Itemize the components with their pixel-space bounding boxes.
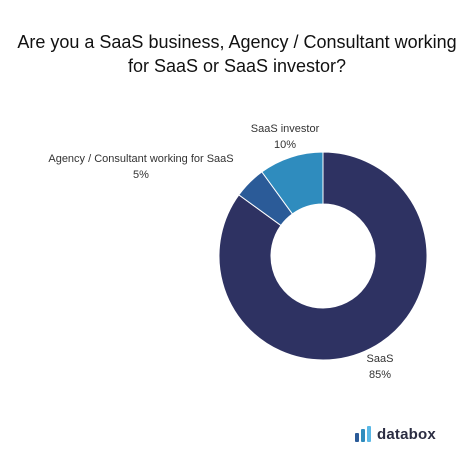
brand-logo: databox <box>354 425 436 443</box>
donut-slice-saas <box>218 151 428 361</box>
slice-label-value: 10% <box>274 139 296 151</box>
donut-slice-saas-investor <box>261 151 324 215</box>
chart-title: Are you a SaaS business, Agency / Consul… <box>0 30 474 78</box>
slice-label-value: 85% <box>369 369 391 381</box>
databox-logo-icon <box>355 426 371 442</box>
slice-label-name: SaaS investor <box>251 123 320 135</box>
slice-label-name: SaaS <box>367 353 394 365</box>
slice-label-value: 5% <box>133 169 149 181</box>
chart-title-line-1: Are you a SaaS business, Agency / Consul… <box>17 32 457 52</box>
brand-name: databox <box>377 425 436 443</box>
slice-label-name: Agency / Consultant working for SaaS <box>48 153 233 165</box>
chart-title-line-2: for SaaS or SaaS investor? <box>127 56 347 76</box>
